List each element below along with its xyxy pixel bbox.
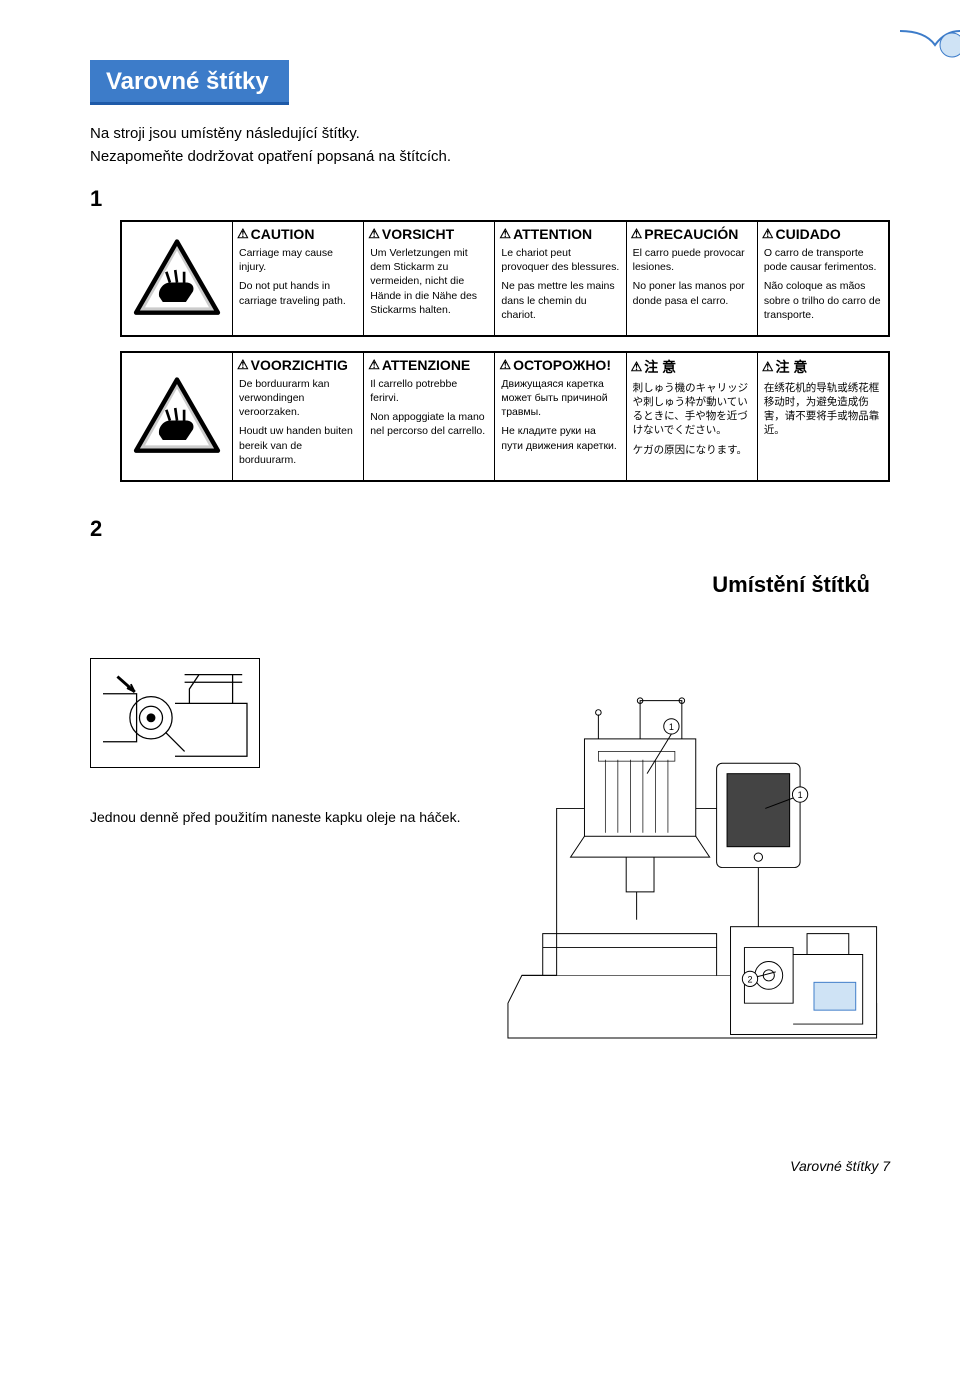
- warn-triangle-icon: ⚠: [762, 226, 774, 242]
- intro-line-1: Na stroji jsou umístěny následující štít…: [90, 123, 890, 146]
- warn-triangle-icon: ⚠: [237, 226, 249, 242]
- section-title-tab: Varovné štítky: [90, 60, 289, 105]
- warn-triangle-icon: ⚠: [368, 357, 380, 373]
- label-placement-heading: Umístění štítků: [90, 572, 870, 598]
- lang-col-zh: ⚠注 意 在绣花机的导轨或绣花框移动时，为避免造成伤害，请不要将手或物品靠近。: [757, 353, 888, 480]
- text-en-1: Carriage may cause injury.: [239, 246, 357, 274]
- section-number-1: 1: [90, 186, 890, 212]
- warning-label-table-1: ⚠CAUTION Carriage may cause injury.Do no…: [120, 220, 890, 337]
- header-voorzichtig: VOORZICHTIG: [251, 357, 348, 373]
- header-vorsicht: VORSICHT: [382, 226, 454, 242]
- oil-note-text: Jednou denně před použitím naneste kapku…: [90, 808, 461, 828]
- text-nl-2: Houdt uw handen buiten bereik van de bor…: [239, 424, 357, 467]
- header-cuidado: CUIDADO: [775, 226, 840, 242]
- header-caution: CAUTION: [251, 226, 315, 242]
- header-zh: 注 意: [775, 357, 807, 377]
- header-attenzione: ATTENZIONE: [382, 357, 470, 373]
- text-ru-1: Движущаяся каретка может быть причиной т…: [501, 377, 619, 420]
- section-number-2: 2: [90, 516, 890, 542]
- lang-col-pt: ⚠CUIDADO O carro de transporte pode caus…: [757, 222, 888, 335]
- text-pt-2: Não coloque as mãos sobre o trilho do ca…: [764, 279, 882, 322]
- text-zh-1: 在绣花机的导轨或绣花框移动时，为避免造成伤害，请不要将手或物品靠近。: [764, 381, 882, 438]
- text-es-2: No poner las manos por donde pasa el car…: [633, 279, 751, 307]
- left-column: Jednou denně před použitím naneste kapku…: [90, 658, 461, 828]
- text-pt-1: O carro de transporte pode causar ferime…: [764, 246, 882, 274]
- warn-triangle-icon: ⚠: [368, 226, 380, 242]
- warn-triangle-icon: ⚠: [762, 359, 774, 375]
- intro-line-2: Nezapomeňte dodržovat opatření popsaná n…: [90, 146, 890, 169]
- warning-icon-col: [122, 222, 232, 335]
- machine-diagram: 1 1 2: [501, 618, 891, 1138]
- text-en-2: Do not put hands in carriage traveling p…: [239, 279, 357, 307]
- lang-col-es: ⚠PRECAUCIÓN El carro puede provocar lesi…: [626, 222, 757, 335]
- warn-triangle-icon: ⚠: [631, 226, 643, 242]
- warn-triangle-icon: ⚠: [499, 226, 511, 242]
- header-precaucion: PRECAUCIÓN: [644, 226, 738, 242]
- lang-col-fr: ⚠ATTENTION Le chariot peut provoquer des…: [494, 222, 625, 335]
- header-ostorozhno: ОСТОРОЖНО!: [513, 357, 611, 373]
- svg-text:1: 1: [668, 722, 673, 732]
- oil-hook-figure: [90, 658, 260, 768]
- text-es-1: El carro puede provocar lesiones.: [633, 246, 751, 274]
- text-it-1: Il carrello potrebbe ferirvi.: [370, 377, 488, 405]
- diagram-row: Jednou denně před použitím naneste kapku…: [90, 658, 890, 1138]
- header-ja: 注 意: [644, 357, 676, 377]
- lang-col-de: ⚠VORSICHT Um Verletzungen mit dem Sticka…: [363, 222, 494, 335]
- page-title: Varovné štítky: [106, 68, 269, 95]
- lang-columns: ⚠CAUTION Carriage may cause injury.Do no…: [232, 222, 888, 335]
- hand-warning-triangle-icon: [132, 238, 222, 318]
- text-de-1: Um Verletzungen mit dem Stickarm zu verm…: [370, 246, 488, 317]
- lang-col-ru: ⚠ОСТОРОЖНО! Движущаяся каретка может быт…: [494, 353, 625, 480]
- warn-triangle-icon: ⚠: [499, 357, 511, 373]
- lang-col-en: ⚠CAUTION Carriage may cause injury. Do no…: [232, 222, 363, 335]
- hand-warning-triangle-icon: [132, 376, 222, 456]
- lang-col-ja: ⚠注 意 刺しゅう機のキャリッジや刺しゅう枠が動いているときに、手や物を近づけな…: [626, 353, 757, 480]
- warning-label-table-2: ⚠VOORZICHTIG De borduurarm kan verwondin…: [120, 351, 890, 482]
- page-footer: Varovné štítky 7: [90, 1158, 890, 1174]
- text-fr-1: Le chariot peut provoquer des blessures.: [501, 246, 619, 274]
- svg-text:2: 2: [747, 974, 752, 984]
- intro-text: Na stroji jsou umístěny následující štít…: [90, 123, 890, 168]
- svg-text:1: 1: [797, 790, 802, 800]
- text-ja-2: ケガの原因になります。: [633, 443, 751, 457]
- warn-triangle-icon: ⚠: [631, 359, 643, 375]
- text-fr-2: Ne pas mettre les mains dans le chemin d…: [501, 279, 619, 322]
- text-nl-1: De borduurarm kan verwondingen veroorzak…: [239, 377, 357, 420]
- lang-col-nl: ⚠VOORZICHTIG De borduurarm kan verwondin…: [232, 353, 363, 480]
- warning-icon-col: [122, 353, 232, 480]
- text-it-2: Non appoggiate la mano nel percorso del …: [370, 410, 488, 438]
- text-ru-2: Не кладите руки на пути движения каретки…: [501, 424, 619, 452]
- warn-triangle-icon: ⚠: [237, 357, 249, 373]
- lang-columns: ⚠VOORZICHTIG De borduurarm kan verwondin…: [232, 353, 888, 480]
- lang-col-it: ⚠ATTENZIONE Il carrello potrebbe ferirvi…: [363, 353, 494, 480]
- page-corner-decoration: [900, 25, 960, 65]
- text-ja-1: 刺しゅう機のキャリッジや刺しゅう枠が動いているときに、手や物を近づけないでくださ…: [633, 381, 751, 438]
- header-attention: ATTENTION: [513, 226, 592, 242]
